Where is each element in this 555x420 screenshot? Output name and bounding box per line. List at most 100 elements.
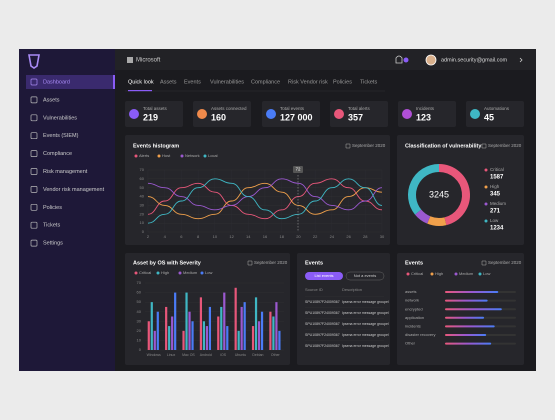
x-tick-label: Other bbox=[271, 353, 281, 357]
donut-total: 3245 bbox=[429, 189, 449, 199]
card-title: Asset by OS with Severity bbox=[133, 260, 202, 266]
button[interactable] bbox=[305, 272, 343, 280]
bar bbox=[243, 302, 246, 350]
tab-underline bbox=[128, 90, 152, 92]
legend-label: Alerts bbox=[139, 153, 149, 158]
bar bbox=[150, 302, 153, 350]
calendar-icon bbox=[247, 260, 253, 266]
tab[interactable]: Risk Vendor risk bbox=[288, 79, 328, 85]
legend-swatch bbox=[134, 271, 138, 275]
cell: Ipsena error message groupel bbox=[342, 311, 389, 315]
calendar-icon bbox=[481, 260, 487, 266]
stat-value: 123 bbox=[416, 112, 431, 122]
stat-icon bbox=[402, 109, 412, 119]
y-tick-label: 50 bbox=[140, 185, 145, 190]
bar bbox=[174, 292, 177, 350]
y-tick-label: 60 bbox=[140, 176, 145, 181]
legend-value: 1234 bbox=[490, 226, 504, 232]
nav-item[interactable]: Compliance bbox=[43, 151, 72, 157]
y-tick-label: assets bbox=[405, 289, 417, 294]
bar bbox=[234, 287, 237, 350]
logo bbox=[28, 54, 40, 69]
tab[interactable]: Quick look bbox=[128, 79, 154, 85]
tab[interactable]: Policies bbox=[333, 79, 352, 85]
nav-icon bbox=[30, 168, 38, 175]
org-icon bbox=[127, 57, 133, 63]
card-title: Events histogram bbox=[133, 143, 179, 149]
tab[interactable]: Tickets bbox=[360, 79, 377, 85]
legend-swatch bbox=[484, 202, 488, 206]
legend-swatch bbox=[178, 271, 182, 275]
bell-icon[interactable] bbox=[395, 55, 403, 64]
x-tick-label: 26 bbox=[346, 234, 351, 239]
button-label[interactable]: Not a events bbox=[354, 273, 376, 278]
y-tick-label: incidents bbox=[405, 323, 421, 328]
y-tick-label: 50 bbox=[137, 299, 142, 304]
donut-slice bbox=[414, 209, 431, 224]
tab[interactable]: Assets bbox=[160, 79, 177, 85]
legend-label: High bbox=[435, 271, 443, 276]
nav-item[interactable]: Dashboard bbox=[43, 79, 70, 85]
nav-icon bbox=[30, 132, 38, 140]
nav-item[interactable]: Settings bbox=[43, 241, 63, 247]
bar bbox=[185, 292, 188, 350]
y-tick-label: 70 bbox=[140, 167, 145, 172]
y-tick-label: 0 bbox=[142, 229, 145, 234]
nav-item[interactable]: Events (SIEM) bbox=[43, 133, 79, 139]
x-tick-label: 16 bbox=[263, 234, 268, 239]
period: September 2020 bbox=[254, 260, 288, 265]
avatar[interactable] bbox=[425, 54, 437, 66]
nav-item[interactable]: Vendor risk management bbox=[43, 187, 105, 193]
legend-label: High bbox=[161, 270, 169, 275]
series-line bbox=[147, 178, 383, 224]
x-tick-label: Windows bbox=[147, 353, 161, 357]
stat-label: Total alerts bbox=[348, 106, 371, 111]
tooltip-box bbox=[293, 166, 303, 173]
x-tick-label: Android bbox=[200, 353, 212, 357]
nav-item[interactable]: Assets bbox=[43, 97, 60, 103]
tab[interactable]: Events bbox=[184, 79, 201, 85]
bar bbox=[278, 330, 281, 350]
user-email[interactable]: admin.security@gmail.com bbox=[441, 57, 508, 63]
legend-label: Host bbox=[162, 153, 171, 158]
legend-label: High bbox=[490, 184, 500, 189]
x-tick-label: 12 bbox=[229, 234, 234, 239]
chevron[interactable] bbox=[519, 57, 523, 63]
button-label[interactable]: List events bbox=[314, 273, 333, 278]
y-tick-label: network bbox=[405, 298, 419, 303]
tab[interactable]: Vulnerabilities bbox=[210, 79, 244, 85]
nav-item[interactable]: Risk management bbox=[43, 169, 88, 175]
cell: SPU10897F24009367 bbox=[305, 333, 340, 337]
stat-label: Total events bbox=[280, 106, 305, 111]
legend-swatch bbox=[484, 219, 488, 223]
x-tick-label: 20 bbox=[296, 234, 301, 239]
legend-swatch bbox=[454, 272, 458, 276]
bar bbox=[223, 292, 226, 350]
cell: SPU10897F24009367 bbox=[305, 344, 340, 348]
bar bbox=[191, 321, 194, 350]
stat-value: 127 000 bbox=[280, 112, 313, 122]
tab[interactable]: Compliance bbox=[251, 79, 280, 85]
cell: Ipsena error message groupel bbox=[342, 344, 389, 348]
bar bbox=[171, 316, 174, 350]
stat-label: Incidents bbox=[416, 106, 435, 111]
period: September 2020 bbox=[488, 143, 522, 148]
x-tick-label: 14 bbox=[246, 234, 251, 239]
x-tick-label: 28 bbox=[363, 234, 368, 239]
x-tick-label: 22 bbox=[313, 234, 318, 239]
bar bbox=[240, 306, 243, 350]
stat-label: Total assets bbox=[143, 106, 168, 111]
bar bbox=[168, 326, 171, 350]
bar bbox=[254, 297, 258, 350]
nav-item[interactable]: Tickets bbox=[43, 223, 60, 229]
button[interactable] bbox=[345, 271, 385, 281]
column-header: Description bbox=[342, 287, 362, 292]
series-line bbox=[147, 178, 383, 220]
y-tick-label: 0 bbox=[139, 347, 142, 352]
legend-swatch bbox=[203, 154, 207, 158]
bar bbox=[445, 291, 499, 293]
y-tick-label: encrypted bbox=[405, 306, 423, 311]
nav-item[interactable]: Vulnerabilities bbox=[43, 115, 77, 121]
nav-item[interactable]: Policies bbox=[43, 205, 62, 211]
legend-value: 1587 bbox=[490, 175, 504, 181]
